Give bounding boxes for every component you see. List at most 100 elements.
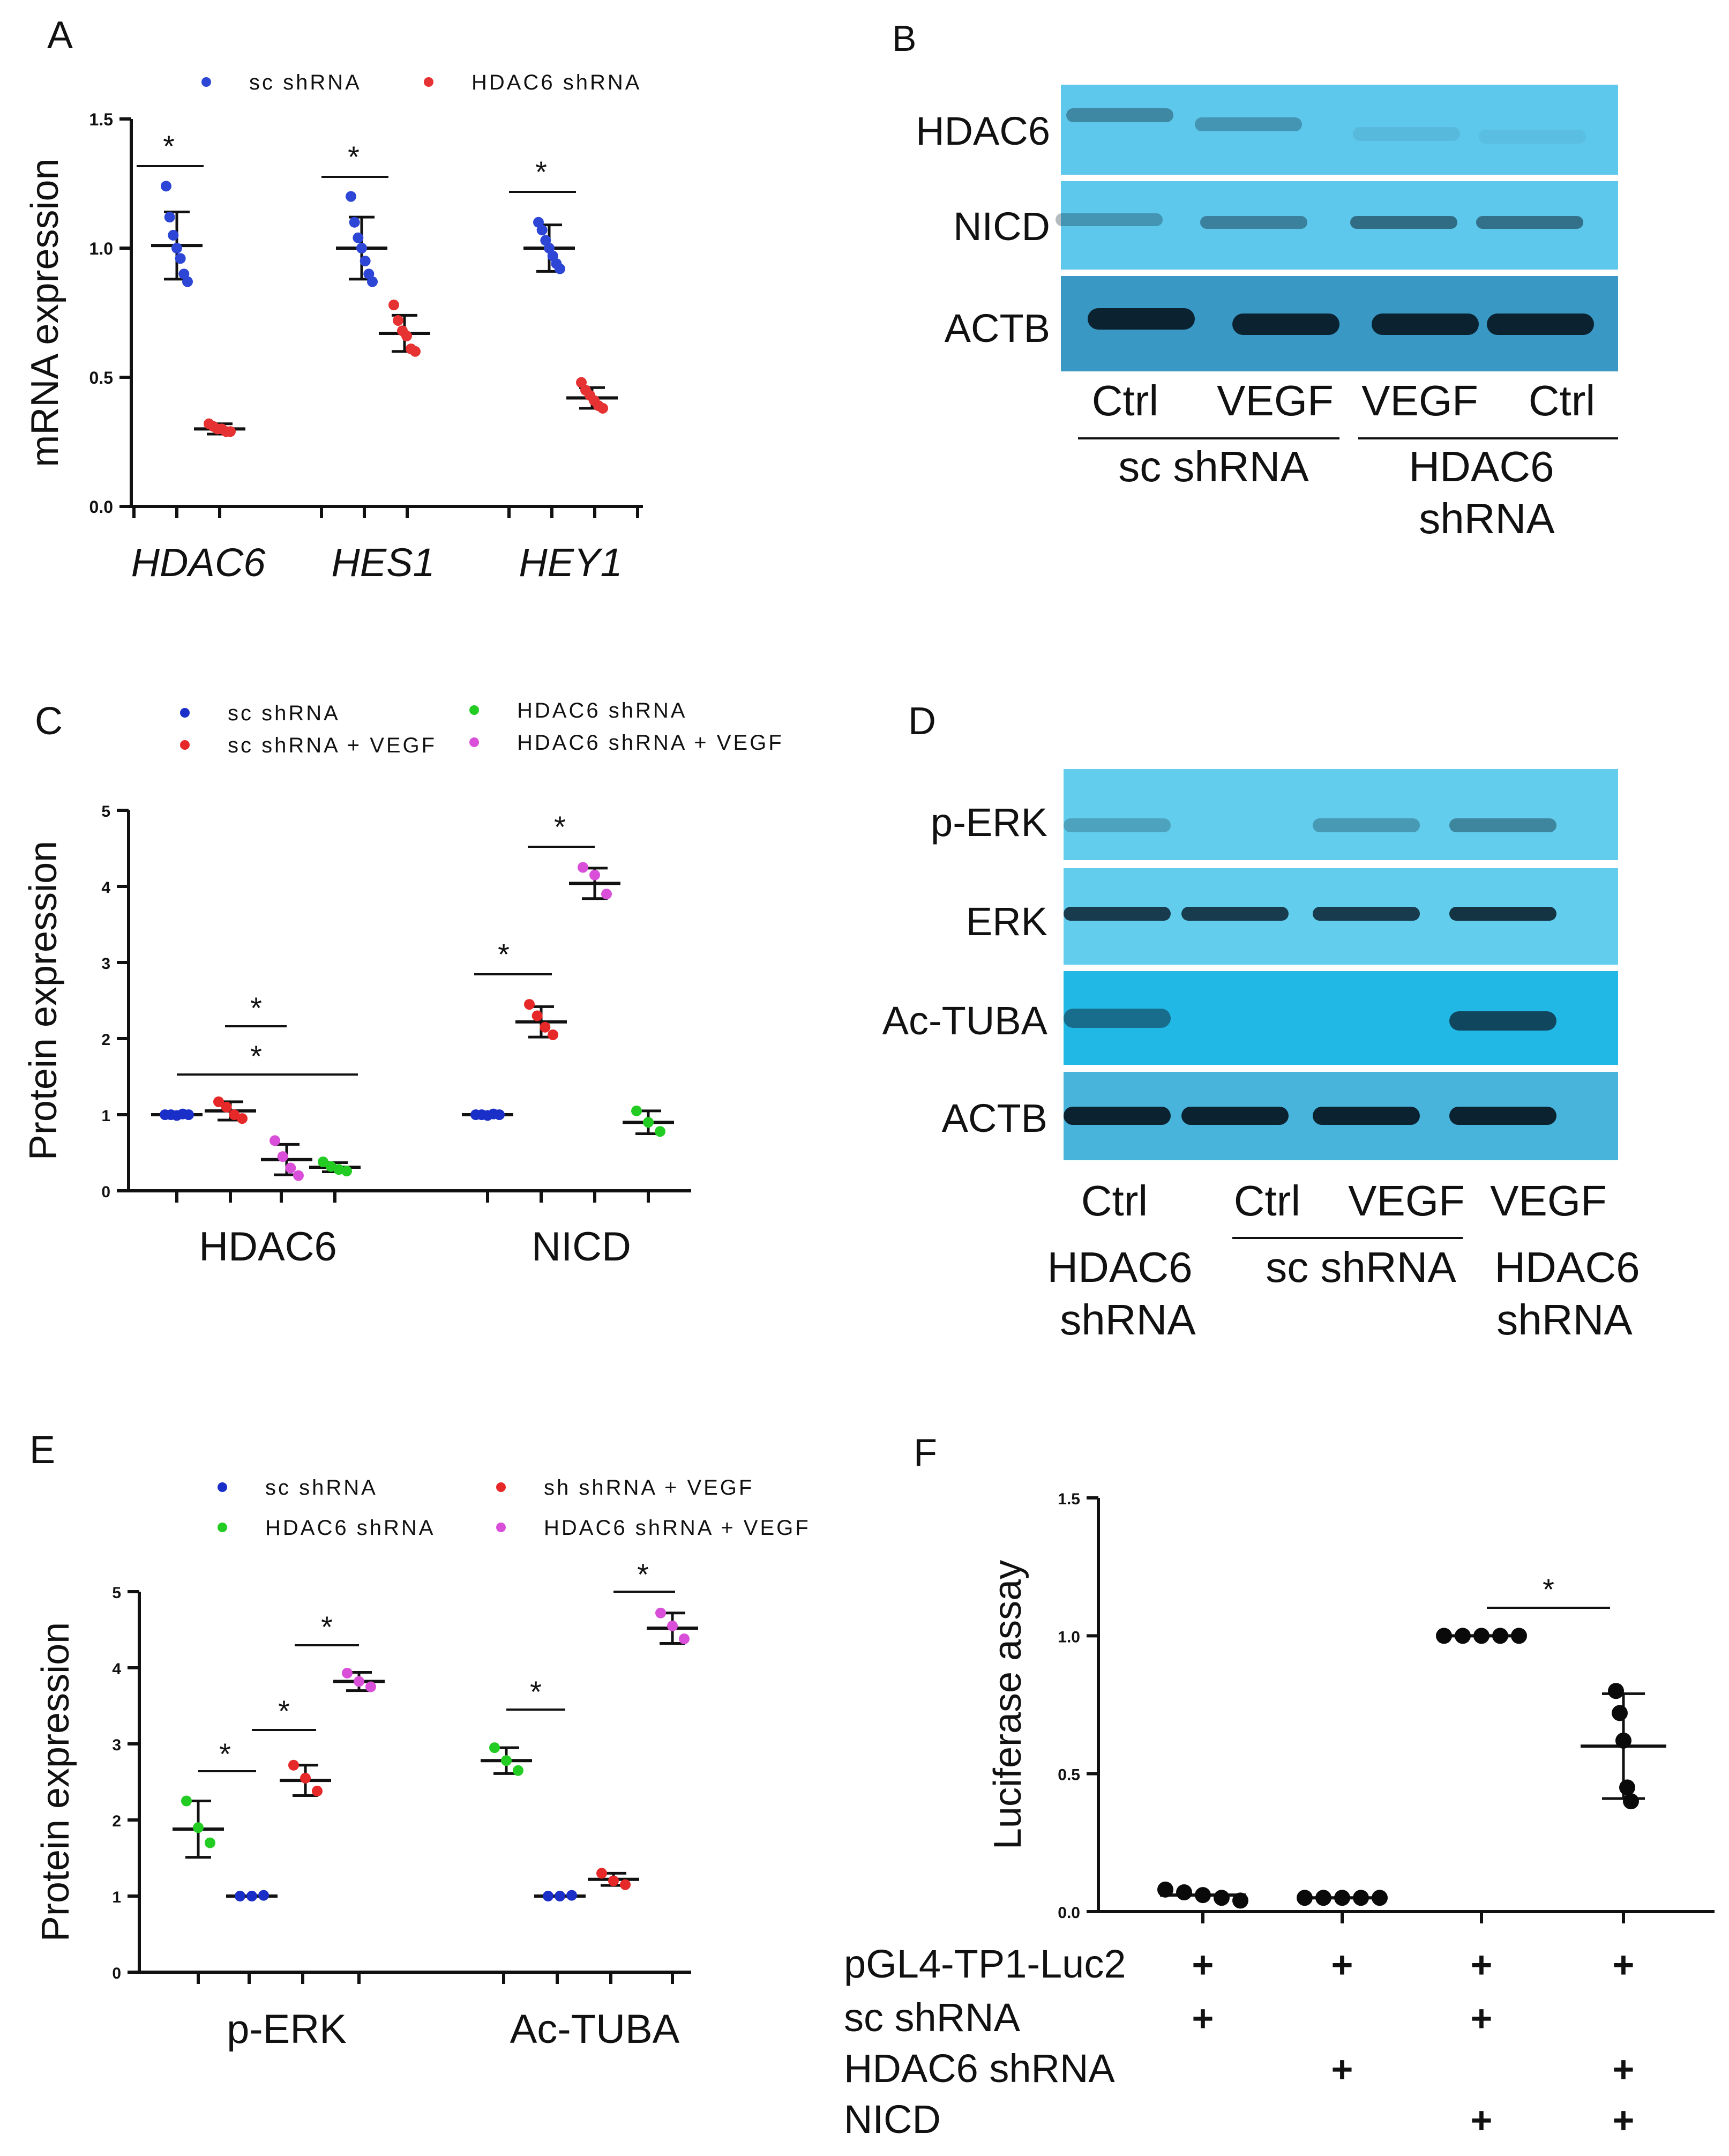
y-tick-label: 0 (101, 1183, 110, 1201)
y-tick-label: 0.5 (89, 368, 113, 387)
data-point (353, 232, 364, 243)
data-point (596, 1868, 607, 1879)
data-point (667, 1620, 678, 1631)
blot-band (1449, 1011, 1556, 1031)
condition-mark: + (1192, 1997, 1214, 2039)
condition-mark: + (1613, 2048, 1635, 2090)
data-point (288, 1759, 299, 1771)
data-point (183, 1109, 194, 1120)
data-point (501, 1755, 512, 1766)
y-tick-label: 2 (101, 1031, 110, 1049)
condition-mark: + (1613, 1944, 1635, 1986)
data-point (1334, 1890, 1350, 1906)
blot-band (1313, 907, 1420, 921)
group-label: HDAC6 (1494, 1243, 1640, 1291)
y-axis-label: mRNA expression (24, 158, 66, 467)
data-point (181, 1795, 192, 1807)
y-tick-label: 5 (101, 803, 110, 820)
y-tick-label: 0.5 (1058, 1766, 1080, 1784)
blot-band-label: p-ERK (931, 800, 1047, 845)
blot-strip (1064, 769, 1618, 860)
data-point (536, 225, 548, 236)
lane-label: Ctrl (1081, 1177, 1148, 1225)
data-point (1195, 1887, 1211, 1904)
data-point (1157, 1881, 1173, 1898)
y-tick-label: 0.0 (1058, 1904, 1080, 1922)
blot-band (1066, 108, 1173, 122)
data-point (524, 999, 535, 1010)
lane-label: VEGF (1217, 377, 1334, 424)
panel-letter-f: F (914, 1431, 937, 1474)
data-point (342, 1667, 353, 1678)
significance-star: * (530, 1675, 542, 1709)
data-point (393, 315, 403, 326)
chart-panel-c: 0 1 2 3 4 5 Protein expression HDAC6 NICD * * * * sc … (22, 699, 782, 1270)
data-point (1619, 1779, 1635, 1796)
significance-star: * (250, 991, 262, 1025)
blot-band-label: ACTB (945, 306, 1050, 350)
legend-marker (218, 1523, 227, 1532)
condition-row-label: sc shRNA (844, 1995, 1021, 2040)
data-point (246, 1891, 257, 1901)
legend-marker (496, 1482, 506, 1492)
data-point (237, 1113, 248, 1124)
data-point (356, 243, 367, 253)
data-point (164, 212, 175, 223)
blot-band (1313, 818, 1420, 832)
panel-letter-a: A (47, 14, 73, 57)
chart-panel-f: 0.0 0.5 1.0 1.5 Luciferase assay * pGL4-TP1-Lu… (844, 1490, 1715, 2142)
western-blot-b: HDAC6 NICD ACTB Ctrl VEGF VEGF Ctrl sc shRNA HDA… (916, 85, 1618, 542)
data-point (1353, 1890, 1369, 1906)
data-point (168, 229, 179, 241)
y-axis-label: Luciferase assay (986, 1560, 1029, 1849)
y-tick-label: 4 (112, 1660, 121, 1678)
significance-star: * (1543, 1572, 1554, 1606)
condition-mark: + (1613, 2099, 1635, 2141)
blot-band (1064, 1107, 1171, 1125)
data-point (578, 862, 588, 873)
y-axis-label: Protein expression (22, 841, 65, 1160)
blot-band (1056, 213, 1163, 226)
condition-row-label: NICD (844, 2097, 941, 2142)
data-point (679, 1633, 690, 1645)
data-point (1297, 1890, 1313, 1906)
y-tick-label: 5 (112, 1584, 121, 1602)
legend-marker (180, 740, 190, 750)
data-point (1511, 1628, 1527, 1644)
legend-marker (469, 737, 479, 747)
data-point (655, 1126, 665, 1137)
significance-star: * (637, 1557, 649, 1591)
data-point (655, 1607, 666, 1618)
data-point (318, 1157, 328, 1168)
blot-band (1449, 907, 1556, 921)
legend-label: HDAC6 shRNA (265, 1516, 435, 1540)
group-label: sc shRNA (1266, 1243, 1456, 1291)
data-point (213, 1096, 224, 1107)
x-category-label: Ac-TUBA (510, 2006, 680, 2052)
data-point (285, 1162, 296, 1174)
data-point (1473, 1628, 1490, 1644)
data-point (566, 1890, 577, 1901)
group-label: shRNA (1496, 1296, 1633, 1344)
blot-band-label: Ac-TUBA (882, 998, 1048, 1043)
blot-band (1064, 818, 1171, 832)
data-point (293, 1170, 304, 1181)
lane-label: VEGF (1348, 1177, 1465, 1225)
lane-label: VEGF (1490, 1177, 1607, 1225)
blot-band (1181, 1107, 1289, 1125)
data-point (258, 1890, 269, 1901)
y-tick-label: 4 (101, 879, 110, 897)
lane-label: VEGF (1361, 377, 1478, 424)
blot-band (1350, 216, 1457, 229)
data-point (1176, 1884, 1192, 1900)
significance-star: * (250, 1039, 262, 1073)
data-point (555, 263, 565, 274)
data-point (367, 276, 378, 287)
data-point (175, 253, 186, 264)
data-point (360, 256, 371, 267)
chart-panel-a: 0.0 0.5 1.0 1.5 mRNA expression HDAC6 HES1 HEY1… (24, 71, 643, 585)
x-category-label: HDAC6 (199, 1224, 337, 1270)
group-label: HDAC6 (1047, 1243, 1192, 1291)
y-tick-label: 1.0 (1058, 1628, 1080, 1646)
